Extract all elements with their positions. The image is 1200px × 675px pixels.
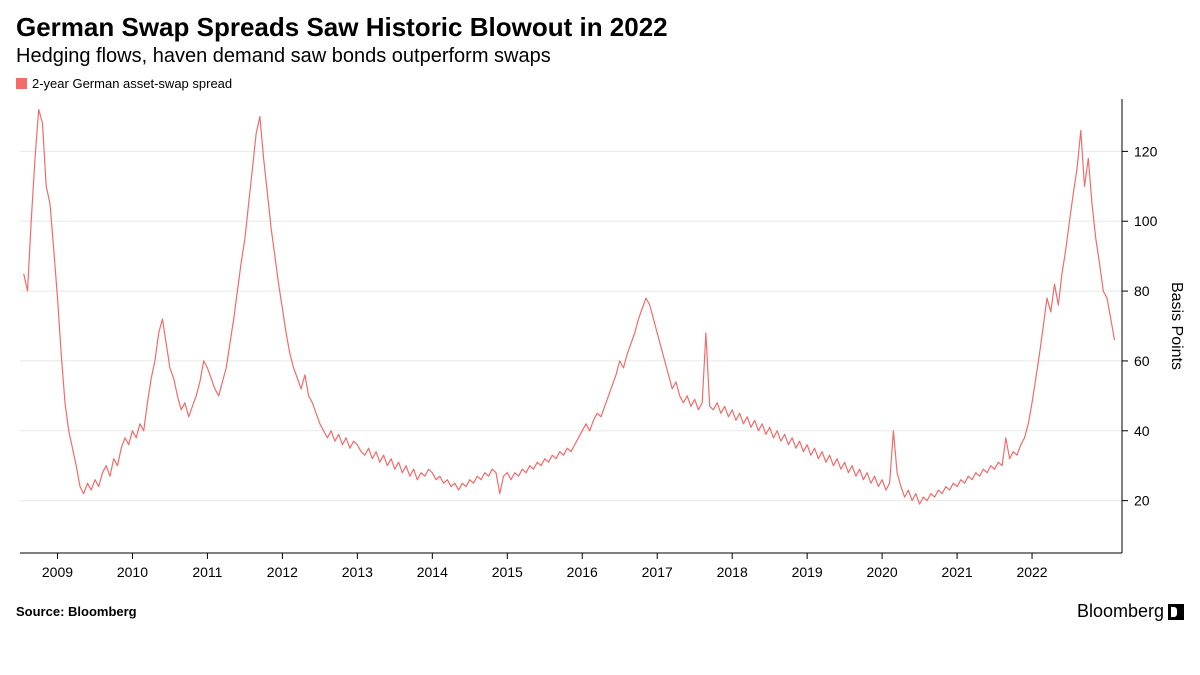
svg-text:100: 100 — [1134, 213, 1158, 229]
svg-text:2021: 2021 — [941, 564, 972, 580]
svg-text:2009: 2009 — [42, 564, 73, 580]
svg-text:2012: 2012 — [267, 564, 298, 580]
line-chart-svg: 20 40 60 80 100 120 Basis Points 2009 2010 2011 20… — [16, 95, 1184, 595]
svg-text:2017: 2017 — [642, 564, 673, 580]
brand-text: Bloomberg — [1077, 601, 1164, 622]
svg-text:2013: 2013 — [342, 564, 373, 580]
svg-text:60: 60 — [1134, 353, 1150, 369]
svg-text:2014: 2014 — [417, 564, 448, 580]
bloomberg-logo: Bloomberg — [1077, 601, 1184, 622]
chart-subtitle: Hedging flows, haven demand saw bonds ou… — [16, 45, 1184, 68]
svg-text:80: 80 — [1134, 283, 1150, 299]
svg-text:Basis Points: Basis Points — [1168, 282, 1184, 370]
legend-label: 2-year German asset-swap spread — [32, 76, 232, 91]
svg-text:2016: 2016 — [567, 564, 598, 580]
svg-text:120: 120 — [1134, 143, 1158, 159]
svg-text:2020: 2020 — [867, 564, 898, 580]
svg-text:2015: 2015 — [492, 564, 523, 580]
legend-swatch — [16, 78, 27, 89]
svg-text:2010: 2010 — [117, 564, 148, 580]
svg-text:2011: 2011 — [192, 564, 222, 580]
footer: Source: Bloomberg Bloomberg — [16, 601, 1184, 622]
legend: 2-year German asset-swap spread — [16, 76, 1184, 91]
chart-title: German Swap Spreads Saw Historic Blowout… — [16, 12, 1184, 43]
svg-text:40: 40 — [1134, 423, 1150, 439]
svg-text:2022: 2022 — [1016, 564, 1047, 580]
source-text: Source: Bloomberg — [16, 604, 137, 619]
svg-text:20: 20 — [1134, 493, 1150, 509]
svg-text:2018: 2018 — [717, 564, 748, 580]
chart-container: German Swap Spreads Saw Historic Blowout… — [0, 0, 1200, 675]
plot-area: 20 40 60 80 100 120 Basis Points 2009 2010 2011 20… — [16, 95, 1184, 595]
svg-text:2019: 2019 — [792, 564, 823, 580]
bloomberg-mark-icon — [1168, 604, 1184, 620]
